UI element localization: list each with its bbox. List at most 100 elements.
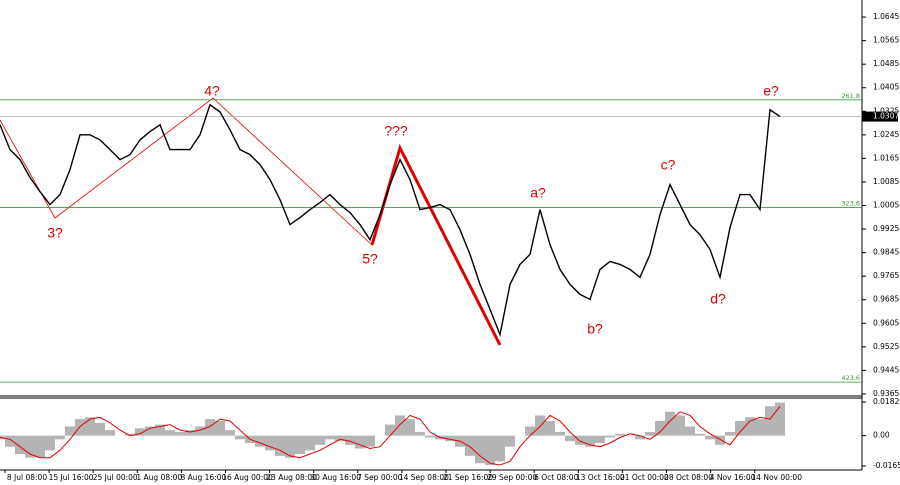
histogram-bar [565, 435, 575, 442]
histogram-bar [75, 419, 85, 436]
histogram-bar [725, 431, 735, 436]
histogram-bar [485, 435, 495, 466]
wave-label: 5? [362, 251, 378, 267]
y-tick-label: 1.0405 [873, 83, 899, 92]
histogram-bar [205, 419, 215, 436]
histogram-bar [55, 435, 65, 440]
histogram-bar [365, 435, 375, 447]
x-tick-label: 14 Sep 08:00 [399, 473, 449, 482]
histogram-bar [275, 435, 285, 456]
histogram-bar [125, 433, 135, 436]
histogram-bar [635, 435, 645, 440]
histogram-bar [345, 435, 355, 445]
histogram-bar [475, 435, 485, 464]
histogram-bar [465, 435, 475, 456]
x-tick-label: 8 Aug 16:00 [180, 473, 226, 482]
x-tick-label: 21 Sep 16:00 [443, 473, 493, 482]
histogram-bar [505, 435, 515, 447]
histogram-bar [255, 435, 265, 447]
histogram-bar [5, 435, 15, 447]
histogram-bar [745, 417, 755, 436]
histogram-bar [595, 435, 605, 443]
histogram-bar [265, 435, 275, 451]
wave-label: e? [763, 83, 779, 99]
histogram-bar [535, 415, 545, 436]
price-line [0, 103, 781, 337]
histogram-bar [95, 422, 105, 436]
histogram-bar [175, 431, 185, 436]
histogram-bar [355, 435, 365, 449]
histogram-bar [155, 424, 165, 436]
y-tick-label: 0.9365 [873, 389, 899, 398]
histogram-bar [385, 424, 395, 436]
x-tick-label: 14 Nov 00:00 [751, 473, 802, 482]
histogram-bar [655, 420, 665, 436]
histogram-bar [195, 426, 205, 436]
y-tick-label: 0.9765 [873, 271, 899, 280]
x-tick-label: 7 Sep 00:00 [357, 473, 403, 482]
fib-level-label: 323.6 [841, 200, 860, 208]
y-tick-label: 1.0645 [873, 12, 899, 21]
histogram-bar [665, 411, 675, 436]
y-tick-label: 0.9605 [873, 318, 899, 327]
y-tick-label: 0.9525 [873, 342, 899, 351]
x-tick-label: 23 Aug 08:00 [266, 473, 317, 482]
histogram-bar [775, 402, 785, 436]
y-tick-label: 0.9845 [873, 248, 899, 257]
histogram-bar [585, 435, 595, 447]
x-tick-label: 4 Nov 16:00 [710, 473, 756, 482]
osc-tick-label: 0.00 [873, 431, 890, 440]
histogram-bar [415, 431, 425, 436]
wave-label: ??? [384, 123, 408, 139]
histogram-bar [545, 420, 555, 436]
y-tick-label: 1.0085 [873, 177, 899, 186]
wave-label: 3? [47, 225, 63, 241]
wave-line [0, 97, 373, 246]
wave-label: a? [530, 185, 546, 201]
osc-tick-label: 0.01829 [873, 397, 900, 406]
y-tick-label: 0.9445 [873, 365, 899, 374]
histogram-bar [85, 417, 95, 436]
histogram-bar [25, 435, 35, 458]
x-tick-label: 1 Aug 08:00 [136, 473, 182, 482]
histogram-bar [755, 419, 765, 436]
x-tick-label: 16 Aug 00:00 [222, 473, 273, 482]
histogram-bar [295, 435, 305, 455]
x-tick-label: 21 Oct 00:00 [620, 473, 669, 482]
histogram-bar [65, 426, 75, 436]
histogram-bar [445, 435, 455, 442]
histogram-bar [165, 430, 175, 436]
wave-label: b? [587, 321, 603, 337]
histogram-bar [695, 433, 705, 436]
histogram-bar [35, 435, 45, 458]
histogram-bar [765, 406, 775, 436]
histogram-bar [425, 435, 435, 438]
fib-level-label: 423.6 [841, 374, 860, 382]
histogram-bar [645, 431, 655, 436]
signal-line [0, 405, 781, 466]
histogram-bar [395, 415, 405, 436]
histogram-bar [705, 435, 715, 440]
x-tick-label: 13 Oct 16:00 [576, 473, 625, 482]
y-tick-label: 1.0565 [873, 36, 899, 45]
histogram-bar [715, 435, 725, 445]
fib-level-label: 261.8 [841, 92, 860, 100]
histogram-bar [685, 426, 695, 436]
x-tick-label: 29 Sep 00:00 [487, 473, 537, 482]
wave-label: 4? [204, 83, 220, 99]
y-tick-label: 0.9925 [873, 224, 899, 233]
wave-label: d? [710, 291, 726, 307]
histogram-bar [495, 435, 505, 462]
x-tick-label: 6 Oct 08:00 [534, 473, 578, 482]
histogram-bar [325, 435, 335, 440]
histogram-bar [235, 435, 245, 440]
histogram-bar [735, 420, 745, 436]
x-tick-label: 25 Jul 00:00 [93, 473, 138, 482]
histogram-bar [105, 430, 115, 436]
histogram-bar [675, 415, 685, 436]
histogram-bar [305, 435, 315, 451]
histogram-bar [225, 430, 235, 436]
histogram-bar [575, 435, 585, 445]
histogram-bar [215, 420, 225, 436]
